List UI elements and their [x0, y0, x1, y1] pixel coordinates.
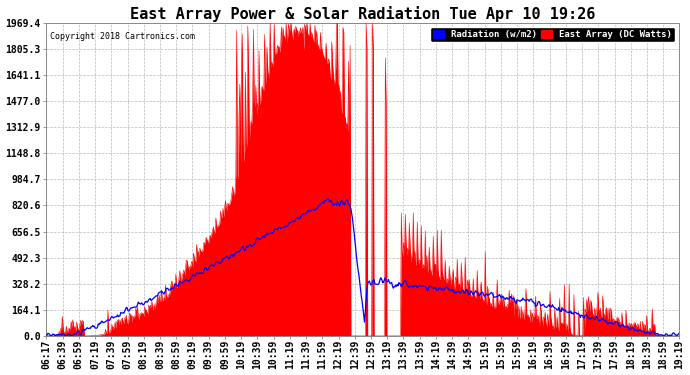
Text: Copyright 2018 Cartronics.com: Copyright 2018 Cartronics.com: [50, 32, 195, 41]
Legend: Radiation (w/m2), East Array (DC Watts): Radiation (w/m2), East Array (DC Watts): [430, 27, 675, 42]
Title: East Array Power & Solar Radiation Tue Apr 10 19:26: East Array Power & Solar Radiation Tue A…: [130, 6, 595, 21]
